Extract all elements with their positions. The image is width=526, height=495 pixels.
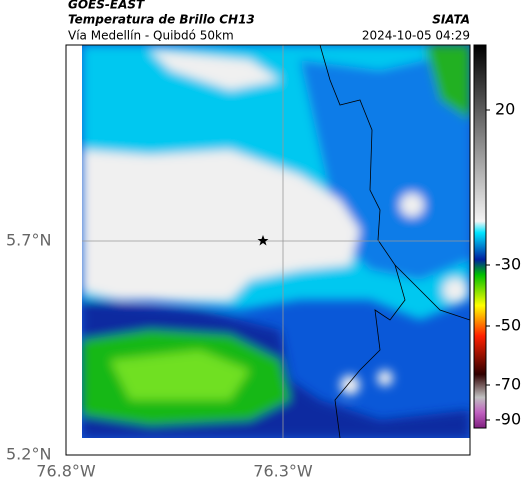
colorbar-label: -30 (495, 255, 521, 274)
satellite-image (65, 44, 471, 456)
lat-label: 5.7°N (6, 231, 51, 250)
colorbar-label: -70 (495, 375, 521, 394)
product: GOES-EAST (68, 0, 145, 12)
colorbar-label: -90 (495, 410, 521, 429)
colorbar-label: -50 (495, 316, 521, 335)
subtitle: Temperatura de Brillo CH13 (68, 13, 255, 27)
lon-label: 76.8°W (36, 462, 96, 481)
location: Vía Medellín - Quibdó 50km (68, 29, 234, 43)
datetime: 2024-10-05 04:29 (362, 29, 470, 43)
source: SIATA (432, 13, 470, 27)
colorbar (473, 44, 487, 429)
colorbar-label: 20 (495, 100, 515, 119)
lat-label: 5.2°N (6, 445, 51, 464)
lon-label: 76.3°W (253, 462, 313, 481)
